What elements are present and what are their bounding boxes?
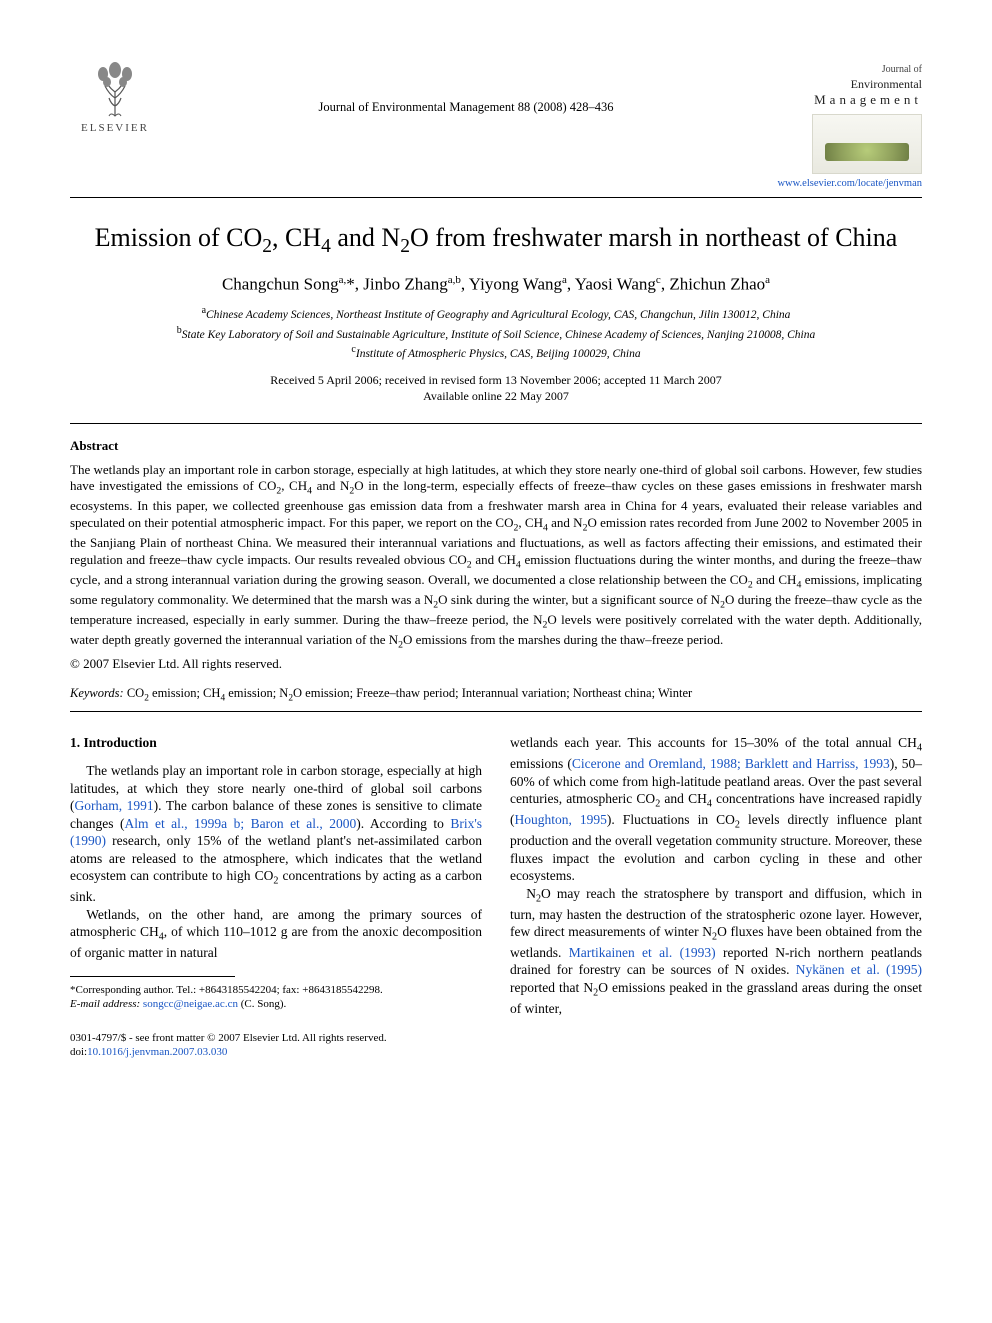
journal-reference-block: Journal of Environmental Management 88 (… — [160, 60, 772, 115]
elsevier-tree-icon — [85, 60, 145, 120]
email-label: E-mail address: — [70, 998, 140, 1010]
article-title: Emission of CO2, CH4 and N2O from freshw… — [70, 222, 922, 260]
header-row: ELSEVIER Journal of Environmental Manage… — [70, 60, 922, 189]
affiliations-block: aChinese Academy Sciences, Northeast Ins… — [70, 304, 922, 362]
keywords-text: CO2 emission; CH4 emission; N2O emission… — [127, 686, 692, 700]
journal-homepage-link[interactable]: www.elsevier.com/locate/jenvman — [777, 178, 922, 189]
abstract-top-rule — [70, 423, 922, 424]
journal-cover-thumbnail — [812, 114, 922, 174]
publisher-logo-block: ELSEVIER — [70, 60, 160, 134]
abstract-copyright: © 2007 Elsevier Ltd. All rights reserved… — [70, 656, 922, 672]
available-online-line: Available online 22 May 2007 — [70, 388, 922, 404]
doi-value[interactable]: 10.1016/j.jenvman.2007.03.030 — [87, 1046, 227, 1058]
front-matter-line: 0301-4797/$ - see front matter © 2007 El… — [70, 1031, 482, 1045]
section-heading-introduction: 1. Introduction — [70, 734, 482, 752]
email-author-suffix: (C. Song). — [241, 998, 287, 1010]
mini-journal-of: Journal of — [772, 64, 922, 75]
intro-left-text: The wetlands play an important role in c… — [70, 762, 482, 962]
footer-block: 0301-4797/$ - see front matter © 2007 El… — [70, 1031, 482, 1060]
doi-label: doi: — [70, 1046, 87, 1058]
footnote-rule — [70, 976, 235, 977]
email-line: E-mail address: songcc@neigae.ac.cn (C. … — [70, 997, 482, 1011]
abstract-heading: Abstract — [70, 438, 922, 454]
homepage-link-row: www.elsevier.com/locate/jenvman — [772, 178, 922, 189]
received-accepted-line: Received 5 April 2006; received in revis… — [70, 372, 922, 388]
affiliation-a: aChinese Academy Sciences, Northeast Ins… — [70, 304, 922, 323]
abstract-body: The wetlands play an important role in c… — [70, 462, 922, 652]
dates-block: Received 5 April 2006; received in revis… — [70, 372, 922, 404]
mini-management: Management — [772, 92, 922, 108]
affiliation-c: cInstitute of Atmospheric Physics, CAS, … — [70, 343, 922, 362]
left-column: 1. Introduction The wetlands play an imp… — [70, 734, 482, 1059]
right-column: wetlands each year. This accounts for 15… — [510, 734, 922, 1059]
keywords-bottom-rule — [70, 711, 922, 712]
intro-right-text: wetlands each year. This accounts for 15… — [510, 734, 922, 1017]
doi-line: doi:10.1016/j.jenvman.2007.03.030 — [70, 1045, 482, 1059]
keywords-label: Keywords: — [70, 686, 124, 700]
journal-reference: Journal of Environmental Management 88 (… — [160, 100, 772, 115]
keywords-line: Keywords: CO2 emission; CH4 emission; N2… — [70, 686, 922, 704]
authors-line: Changchun Songa,*, Jinbo Zhanga,b, Yiyon… — [70, 274, 922, 295]
journal-brand-block: Journal of Environmental Management www.… — [772, 60, 922, 189]
header-rule — [70, 197, 922, 198]
mini-environmental: Environmental — [772, 77, 922, 92]
publisher-name: ELSEVIER — [81, 122, 149, 134]
affiliation-b: bState Key Laboratory of Soil and Sustai… — [70, 324, 922, 343]
body-columns: 1. Introduction The wetlands play an imp… — [70, 734, 922, 1059]
corresponding-email-link[interactable]: songcc@neigae.ac.cn — [143, 998, 238, 1010]
corresponding-author-footnote: *Corresponding author. Tel.: +8643185542… — [70, 983, 482, 1012]
corresponding-author-line: *Corresponding author. Tel.: +8643185542… — [70, 983, 482, 997]
